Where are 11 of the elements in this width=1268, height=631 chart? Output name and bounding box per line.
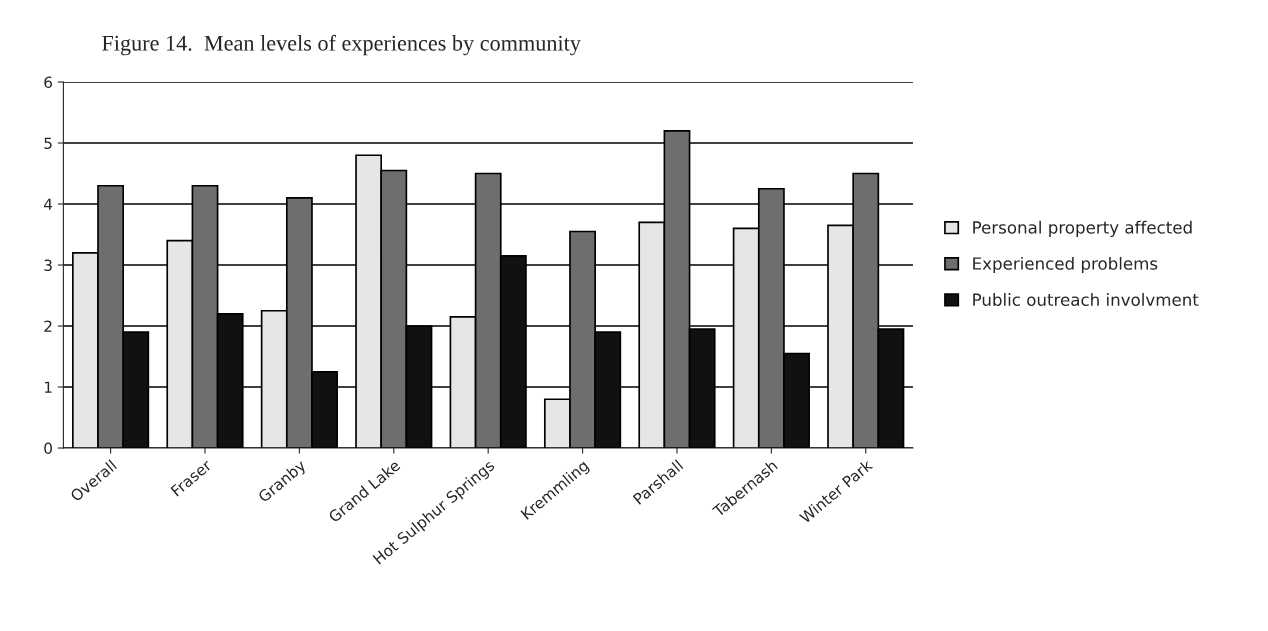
legend-label: Public outreach involvment xyxy=(973,293,1199,306)
y-tick-label: 5 xyxy=(44,137,52,150)
legend-label: Experienced problems xyxy=(973,256,1158,274)
y-tick-label: 2 xyxy=(44,320,52,332)
y-tick-label: 0 xyxy=(44,442,52,455)
y-tick-label: 6 xyxy=(44,76,53,89)
y-tick-label: 3 xyxy=(44,259,52,272)
legend-label: Personal property affected xyxy=(973,220,1192,237)
chart-title: Figure 14. Mean levels of experiences by community xyxy=(102,34,581,56)
y-tick-label: 1 xyxy=(44,381,52,393)
y-tick-label: 4 xyxy=(44,198,53,210)
